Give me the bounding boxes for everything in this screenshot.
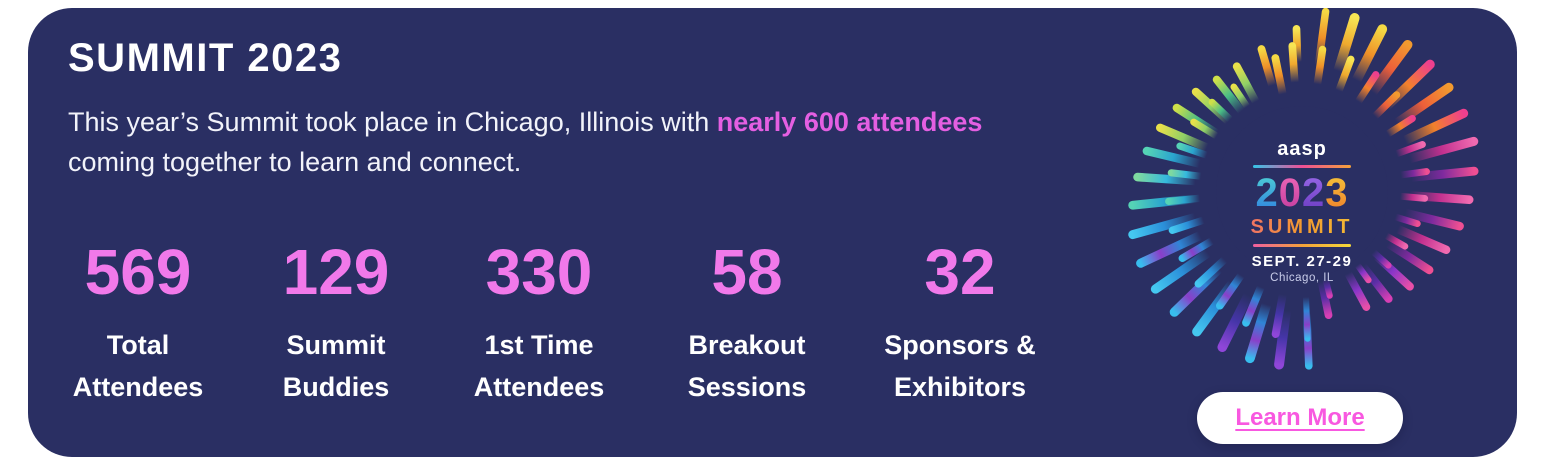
burst-ray <box>1136 230 1205 268</box>
burst-ray <box>1400 208 1464 231</box>
burst-ray <box>1322 275 1333 299</box>
stat-first-time-attendees: 330 1st Time Attendees <box>464 240 614 408</box>
burst-ray <box>1392 213 1421 227</box>
logo-year: 2023 <box>1202 172 1402 214</box>
burst-center-medallion <box>1216 106 1388 278</box>
burst-ray <box>1344 269 1371 311</box>
stat-label: Breakout Sessions <box>687 330 807 402</box>
burst-ray <box>1288 42 1299 87</box>
burst-ray <box>1392 82 1454 128</box>
stat-sponsors-exhibitors: 32 Sponsors & Exhibitors <box>880 240 1040 408</box>
burst-ray <box>1232 62 1260 106</box>
burst-ray <box>1165 194 1204 205</box>
burst-ray <box>1178 237 1216 262</box>
summit-logo-text: aasp 2023 SUMMIT SEPT. 27-29 Chicago, IL <box>1202 138 1402 284</box>
logo-year-digit: 2 <box>1302 171 1326 215</box>
burst-ray <box>1405 136 1479 164</box>
burst-ray <box>1167 169 1205 180</box>
gradient-divider-bottom <box>1253 244 1351 247</box>
burst-ray <box>1292 24 1302 66</box>
burst-ray <box>1367 39 1413 98</box>
burst-ray <box>1215 271 1245 310</box>
burst-ray <box>1194 255 1229 288</box>
burst-ray <box>1242 283 1265 327</box>
burst-ray <box>1212 75 1246 116</box>
burst-ray <box>1396 192 1429 202</box>
burst-ray <box>1133 172 1200 186</box>
intro-text-before: This year’s Summit took place in Chicago… <box>68 107 717 137</box>
burst-ray <box>1168 216 1208 234</box>
burst-ray <box>1335 55 1355 95</box>
burst-ray <box>1371 91 1401 120</box>
burst-ray <box>1274 305 1292 370</box>
summit-logo <box>1102 8 1502 388</box>
stat-summit-buddies: 129 Summit Buddies <box>266 240 406 408</box>
burst-ray <box>1383 239 1434 275</box>
logo-year-digit: 3 <box>1325 171 1349 215</box>
logo-dates: SEPT. 27-29 <box>1251 253 1353 270</box>
burst-ray <box>1142 146 1205 168</box>
burst-ray <box>1128 212 1200 240</box>
logo-year-digit: 0 <box>1278 171 1302 215</box>
burst-ray <box>1245 299 1272 364</box>
gradient-divider-top <box>1253 165 1351 168</box>
logo-summit-word: SUMMIT <box>1202 216 1402 239</box>
summit-banner-card: SUMMIT 2023 This year’s Summit took plac… <box>28 8 1517 457</box>
burst-ray <box>1354 71 1380 106</box>
logo-year-digit: 2 <box>1255 171 1279 215</box>
burst-ray <box>1230 83 1251 111</box>
stat-value: 330 <box>485 236 593 308</box>
burst-ray <box>1358 261 1393 303</box>
aasp-logo: aasp <box>1277 138 1327 160</box>
burst-ray <box>1317 277 1333 320</box>
burst-ray <box>1370 248 1392 269</box>
stat-total-attendees: 569 Total Attendees <box>68 240 208 408</box>
burst-ray <box>1400 108 1469 146</box>
burst-ray <box>1271 290 1287 339</box>
burst-ray <box>1271 54 1287 98</box>
burst-ray <box>1382 232 1409 250</box>
stat-label: Sponsors & Exhibitors <box>884 330 1036 402</box>
burst-ray <box>1392 141 1426 158</box>
stat-label: Summit Buddies <box>282 330 390 402</box>
burst-ray <box>1354 261 1372 284</box>
stat-value: 32 <box>924 236 996 308</box>
burst-ray <box>1406 166 1479 182</box>
burst-ray <box>1257 45 1276 90</box>
burst-ray <box>1384 114 1416 138</box>
stat-breakout-sessions: 58 Breakout Sessions <box>672 240 822 408</box>
starburst-icon <box>1128 8 1479 370</box>
burst-ray <box>1176 142 1211 159</box>
page-title: SUMMIT 2023 <box>68 36 343 80</box>
stat-label: Total Attendees <box>72 330 204 402</box>
burst-ray <box>1302 293 1311 342</box>
stat-value: 569 <box>84 236 192 308</box>
stat-label: 1st Time Attendees <box>473 330 605 402</box>
burst-ray <box>1397 168 1430 179</box>
stat-value: 58 <box>711 236 783 308</box>
intro-text: This year’s Summit took place in Chicago… <box>68 102 1068 182</box>
intro-text-after: coming together to learn and connect. <box>68 147 522 177</box>
burst-ray <box>1217 290 1254 352</box>
burst-ray <box>1333 13 1360 76</box>
burst-ray <box>1351 24 1388 86</box>
stat-value: 129 <box>282 236 390 308</box>
burst-ray <box>1313 45 1327 88</box>
burst-ray <box>1208 98 1234 124</box>
intro-highlight: nearly 600 attendees <box>716 107 983 137</box>
burst-ray <box>1190 118 1221 140</box>
stats-row: 569 Total Attendees 129 Summit Buddies 3… <box>68 240 1040 408</box>
burst-ray <box>1150 248 1213 294</box>
burst-ray <box>1156 123 1212 152</box>
logo-location: Chicago, IL <box>1270 272 1334 284</box>
learn-more-button[interactable]: Learn More <box>1197 392 1403 444</box>
burst-ray <box>1393 224 1451 255</box>
